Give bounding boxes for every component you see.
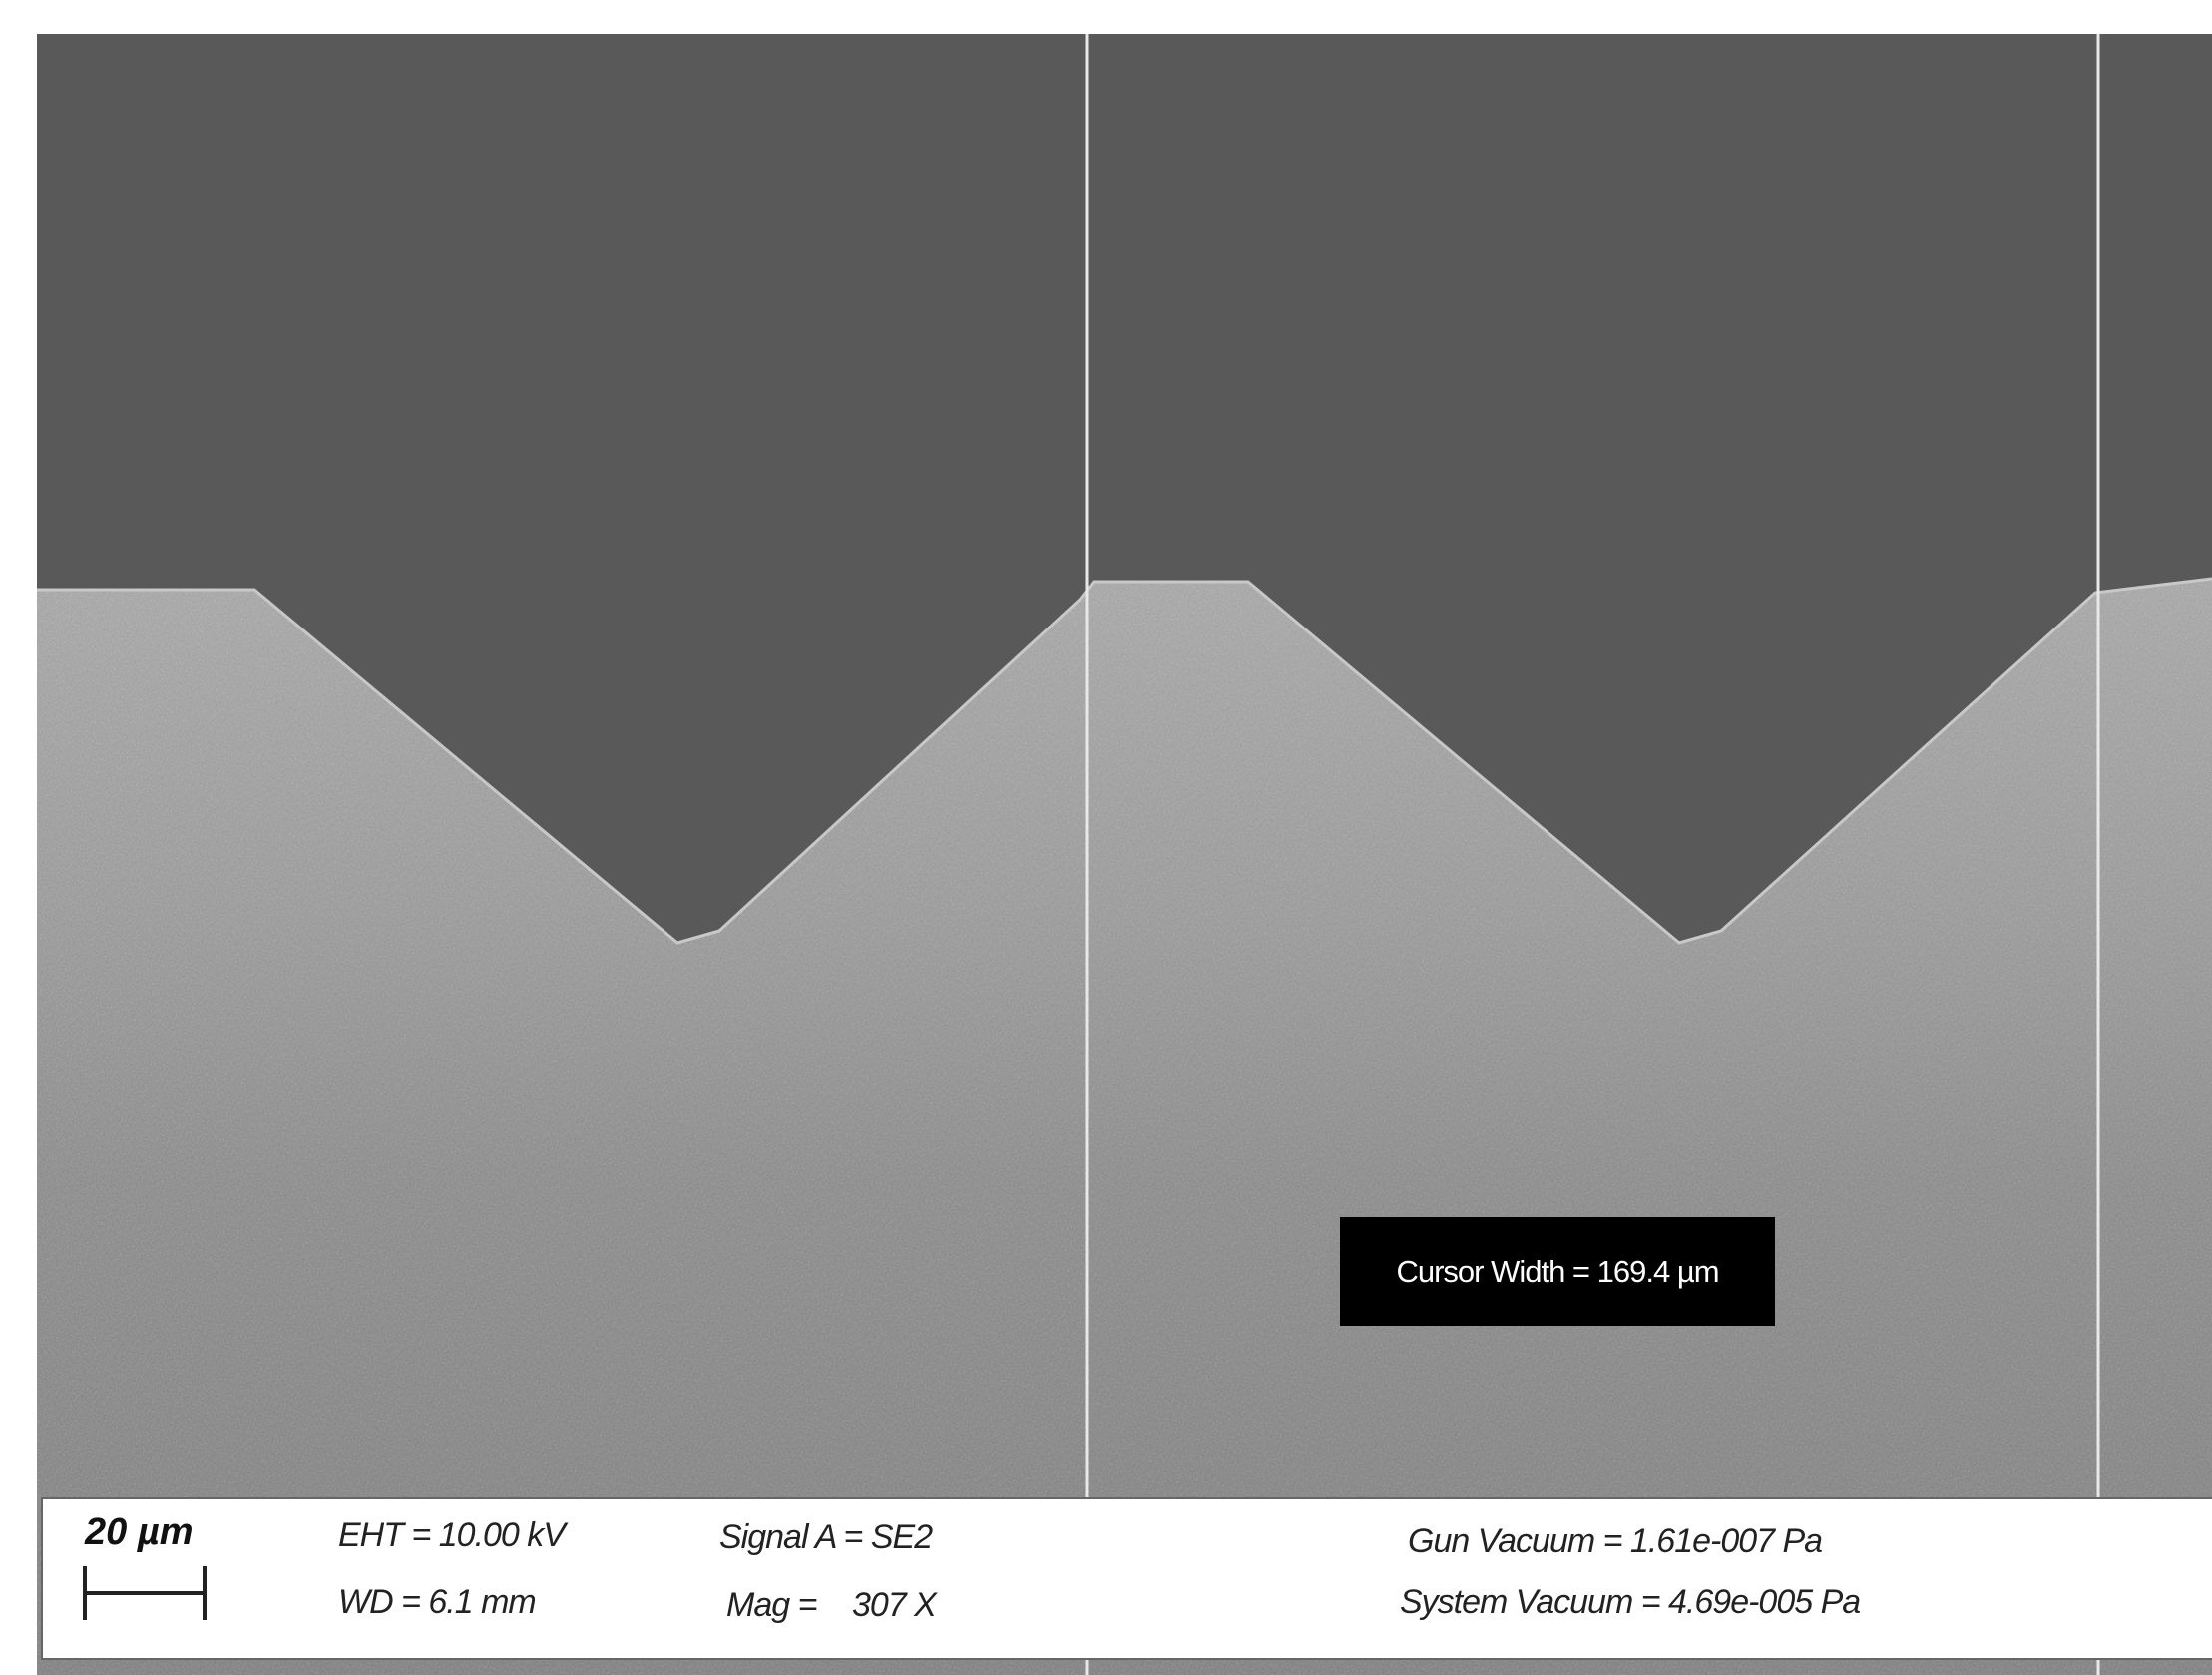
- gun-vacuum: Gun Vacuum = 1.61e-007 Pa: [1408, 1522, 1822, 1560]
- eht: EHT = 10.00 kV: [338, 1516, 569, 1554]
- micrograph: [37, 34, 2212, 1675]
- mag-value: 307 X: [852, 1586, 938, 1624]
- scale-bar-label: 20 µm: [84, 1511, 194, 1553]
- sem-screen: Cursor Width = 169.4 µm 20 µm EHT = 10.0…: [0, 0, 2212, 1675]
- cursor-width: Cursor Width = 169.4 µm: [1396, 1254, 1718, 1289]
- mag-label: Mag =: [726, 1586, 817, 1624]
- system-vacuum: System Vacuum = 4.69e-005 Pa: [1400, 1583, 1860, 1621]
- signal: Signal A = SE2: [719, 1518, 933, 1556]
- working-distance: WD = 6.1 mm: [338, 1583, 536, 1621]
